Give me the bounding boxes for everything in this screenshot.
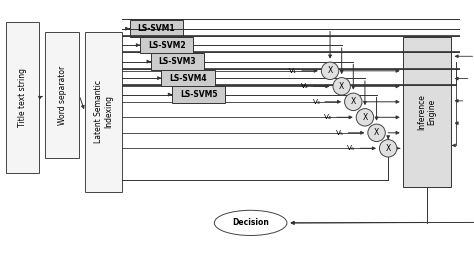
Circle shape [356,109,374,126]
Text: LS-SVM3: LS-SVM3 [159,57,196,66]
Text: LS-SVM1: LS-SVM1 [137,24,175,33]
Text: X: X [339,82,344,91]
Text: LS-SVM2: LS-SVM2 [148,41,186,50]
Text: V₁: V₁ [289,68,297,74]
Circle shape [345,93,362,110]
Text: Word separator: Word separator [58,66,67,125]
Bar [151,53,204,70]
Text: Inference
Engine: Inference Engine [417,94,437,130]
Bar [6,22,39,172]
Text: X: X [362,113,367,122]
Text: V₃: V₃ [312,99,320,105]
Bar [162,70,215,86]
Circle shape [321,62,339,80]
Text: V₆: V₆ [347,145,356,151]
Text: V₅: V₅ [336,130,344,136]
Text: V₄: V₄ [324,114,332,120]
Bar [45,32,79,158]
Text: Latent Semantic
Indexing: Latent Semantic Indexing [94,81,113,144]
Circle shape [368,124,385,141]
Bar [403,37,451,187]
Circle shape [380,140,397,157]
Text: X: X [374,128,379,137]
Text: X: X [385,144,391,153]
Text: X: X [328,66,333,75]
Text: LS-SVM4: LS-SVM4 [169,74,207,83]
Text: Decision: Decision [232,218,269,227]
Bar [172,86,226,103]
Bar [129,20,183,37]
Circle shape [333,77,350,95]
Bar [85,32,122,192]
Ellipse shape [214,210,287,235]
Text: Title text string: Title text string [18,68,27,127]
Text: V₂: V₂ [301,83,309,89]
Bar [140,37,193,53]
Text: LS-SVM5: LS-SVM5 [180,90,218,99]
Text: X: X [351,97,356,106]
